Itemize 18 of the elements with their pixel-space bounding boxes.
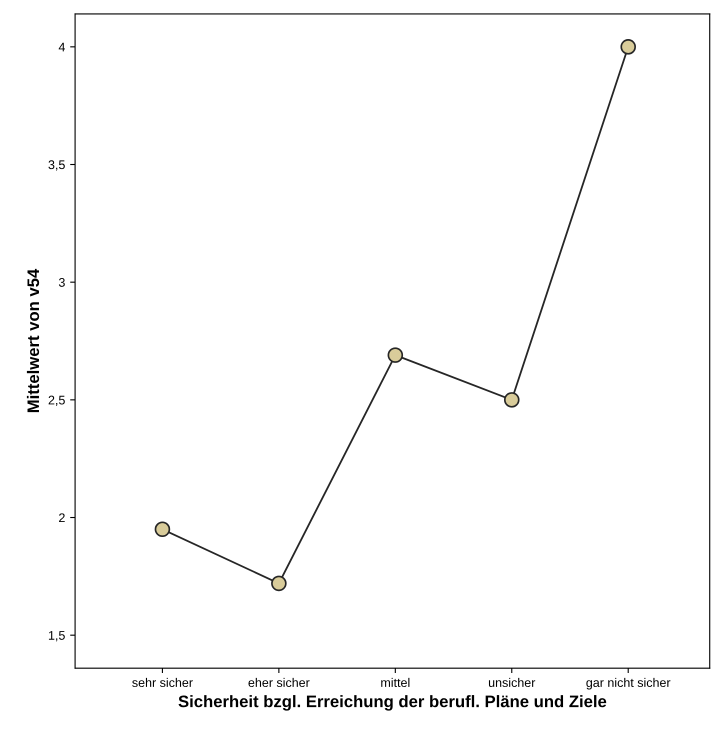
x-axis-title: Sicherheit bzgl. Erreichung der berufl. Pläne und Ziele [178, 695, 606, 711]
point [154, 522, 170, 538]
y-tick-label: 3 [58, 278, 65, 287]
x-tick-label: mittel [381, 678, 410, 688]
x-tick-label: unsicher [488, 678, 536, 688]
y-tick-label: 1,5 [48, 631, 65, 642]
point [388, 347, 404, 363]
point [620, 39, 636, 55]
y-tick-label: 2 [59, 513, 65, 522]
x-tick-label: sehr sicher [132, 678, 193, 688]
y-tick-label: 2,5 [48, 396, 65, 406]
point [504, 392, 520, 408]
y-axis-title: Mittelwert von v54 [26, 268, 40, 412]
x-tick-label: gar nicht sicher [586, 678, 670, 690]
y-tick-label: 3,5 [48, 160, 65, 171]
y-tick-label: 4 [58, 42, 65, 52]
point [271, 576, 287, 592]
x-tick-label: eher sicher [248, 678, 310, 688]
